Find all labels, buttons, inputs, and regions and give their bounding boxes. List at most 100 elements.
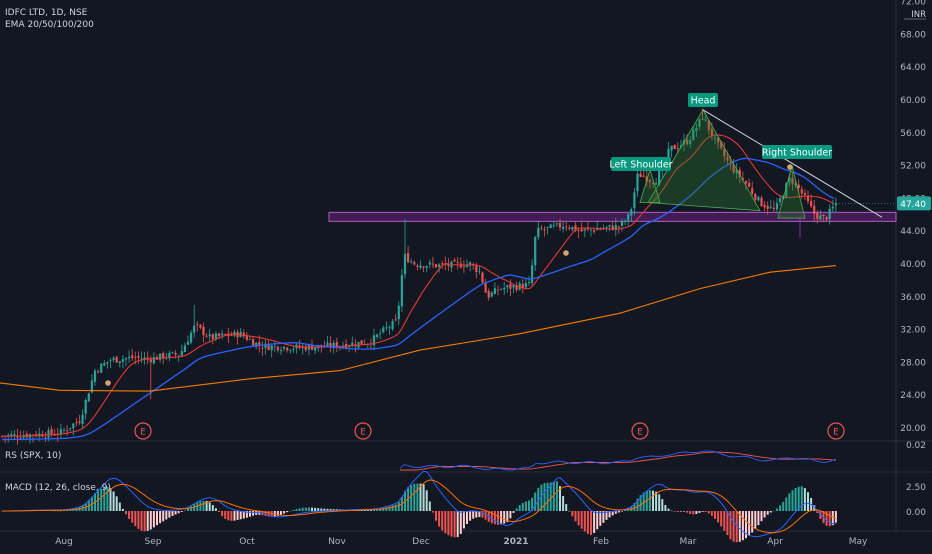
macd-histogram-bar — [562, 496, 565, 511]
candle-body — [193, 325, 196, 333]
candle-body — [258, 342, 261, 347]
earnings-marker[interactable]: E — [827, 422, 845, 440]
candle-body — [183, 345, 186, 352]
candle-body — [797, 184, 800, 189]
macd-histogram-bar — [611, 511, 614, 516]
pattern-label[interactable]: Right Shoulder — [762, 145, 832, 159]
macd-histogram-bar — [239, 511, 242, 520]
macd-histogram-bar — [614, 511, 617, 514]
rs-legend[interactable]: RS (SPX, 10) — [5, 451, 62, 461]
candle-body — [221, 333, 224, 336]
macd-histogram-bar — [50, 510, 53, 512]
candle-body — [84, 399, 87, 414]
candle-body — [264, 343, 267, 348]
candle-body — [493, 288, 496, 294]
candle-body — [583, 229, 586, 231]
candle-body — [292, 348, 295, 350]
symbol-title[interactable]: IDFC LTD, 1D, NSE — [5, 8, 88, 18]
macd-histogram-bar — [506, 511, 509, 523]
macd-histogram-bar — [304, 507, 307, 511]
candle-body — [599, 228, 602, 230]
candle-body — [416, 265, 419, 267]
pattern-label[interactable]: Head — [688, 93, 718, 107]
candle-body — [388, 327, 391, 329]
macd-histogram-bar — [565, 504, 568, 511]
pattern-label-text: Head — [691, 96, 716, 107]
macd-histogram-bar — [326, 508, 329, 511]
pattern-label[interactable]: Left Shoulder — [609, 157, 673, 171]
candle-body — [400, 275, 403, 307]
candle-body — [146, 357, 149, 359]
candle-body — [50, 429, 53, 434]
candle-body — [624, 220, 627, 223]
candle-body — [648, 180, 651, 182]
macd-histogram-bar — [214, 508, 217, 511]
macd-histogram-bar — [800, 486, 803, 511]
macd-histogram-bar — [751, 511, 754, 533]
candle-body — [735, 169, 738, 174]
price-tick-label: 56.00 — [900, 129, 926, 139]
candle-body — [670, 145, 673, 151]
candle-body — [481, 272, 484, 283]
candle-body — [593, 230, 596, 232]
candle-body — [177, 355, 180, 357]
candle-body — [419, 265, 422, 269]
macd-histogram-bar — [323, 508, 326, 511]
candle-body — [698, 119, 701, 127]
candle-body — [515, 285, 518, 290]
candle-body — [614, 225, 617, 230]
candle-body — [332, 342, 335, 348]
earnings-marker[interactable]: E — [134, 422, 152, 440]
macd-histogram-bar — [580, 511, 583, 529]
candle-body — [69, 427, 72, 429]
candle-body — [509, 284, 512, 289]
candle-body — [775, 203, 779, 210]
macd-histogram-bar — [329, 508, 332, 511]
macd-histogram-bar — [813, 505, 816, 511]
candle-body — [118, 361, 121, 364]
candle-body — [360, 340, 363, 345]
macd-histogram-bar — [205, 501, 208, 511]
candle-body — [620, 221, 624, 226]
candle-body — [589, 229, 593, 231]
candle-body — [112, 357, 115, 360]
candle-body — [314, 347, 317, 351]
macd-histogram-bar — [196, 502, 199, 511]
price-tick-label: 72.00 — [900, 0, 926, 8]
candle-body — [245, 336, 248, 340]
macd-histogram-bar — [118, 502, 121, 511]
candle-body — [162, 353, 165, 359]
candle-body — [242, 332, 245, 337]
earnings-circle — [827, 422, 845, 440]
candle-body — [555, 223, 558, 225]
candle-body — [524, 283, 527, 288]
macd-histogram-bar — [233, 511, 236, 521]
candle-body — [394, 319, 397, 321]
candle-body — [428, 262, 431, 265]
candle-body — [47, 430, 50, 438]
macd-histogram-bar — [307, 507, 310, 511]
macd-histogram-bar — [683, 511, 685, 512]
earnings-circle — [354, 422, 372, 440]
macd-histogram-bar — [602, 511, 605, 523]
candle-body — [159, 353, 162, 360]
ema-legend[interactable]: EMA 20/50/100/200 — [5, 20, 94, 30]
earnings-marker[interactable]: E — [631, 422, 649, 440]
macd-histogram-bar — [360, 509, 363, 511]
macd-histogram-bar — [586, 511, 589, 534]
macd-histogram-bar — [397, 501, 400, 511]
earnings-marker[interactable]: E — [354, 422, 372, 440]
macd-histogram-bar — [59, 510, 62, 512]
candle-body — [438, 264, 441, 267]
candle-body — [382, 327, 385, 333]
macd-histogram-bar — [720, 511, 723, 527]
macd-legend[interactable]: MACD (12, 26, close, 9) — [5, 483, 111, 493]
macd-histogram-bar — [723, 511, 726, 531]
candle-body — [673, 145, 676, 149]
candle-body — [558, 222, 562, 228]
candle-body — [751, 187, 754, 194]
macd-histogram-bar — [106, 486, 109, 511]
candle-body — [469, 262, 472, 266]
earnings-circle — [134, 422, 152, 440]
